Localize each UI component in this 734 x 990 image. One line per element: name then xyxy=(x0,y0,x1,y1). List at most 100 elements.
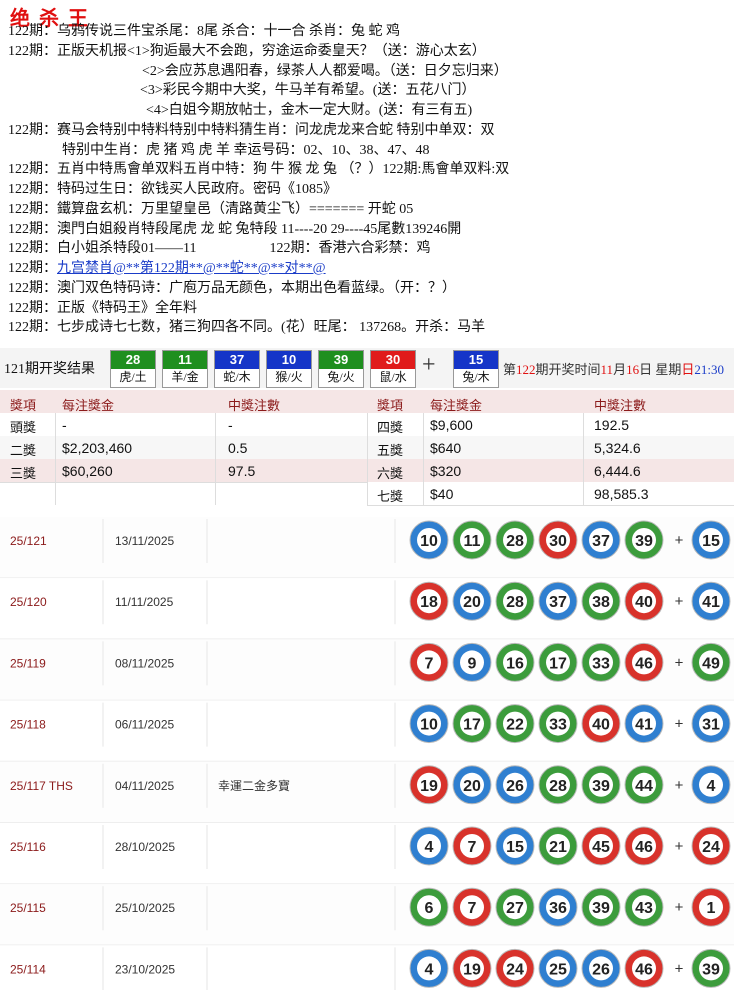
draw-id: 25/121 xyxy=(10,534,47,548)
ball-number: 28 xyxy=(111,351,155,369)
page-title: 绝 杀 王 xyxy=(10,8,90,30)
ball-number: 46 xyxy=(635,961,653,978)
ball-number: 39 xyxy=(702,961,720,978)
ball-face xyxy=(503,650,527,675)
text-line: 122期：鐵算盘玄机：万里望皇邑（清路黄尘飞）======= 开蛇 05 xyxy=(8,201,413,219)
draw-date: 28/10/2025 xyxy=(115,840,175,854)
table-cell: 98,585.3 xyxy=(594,486,649,502)
row-bg xyxy=(0,761,734,823)
ball-face xyxy=(546,834,570,858)
result-ball: 39 兔/火 xyxy=(318,350,364,388)
ball-face xyxy=(632,895,656,920)
ball-face xyxy=(632,772,656,797)
ball-number: 10 xyxy=(267,351,311,369)
ball-number: 4 xyxy=(425,961,434,978)
column-divider xyxy=(583,413,584,505)
link[interactable]: 九宫禁肖@**第122期**@**蛇**@**对**@ xyxy=(57,261,326,276)
draw-date: 23/10/2025 xyxy=(115,962,175,976)
table-header: 每注獎金 xyxy=(62,398,115,413)
table-cell: 0.5 xyxy=(228,440,248,456)
ball-face xyxy=(632,834,656,858)
ball-number: 26 xyxy=(592,961,610,978)
ball-number: 36 xyxy=(549,900,567,917)
draw-note: 幸運二金多寶 xyxy=(218,778,290,793)
ball-face xyxy=(503,895,527,920)
table-header: 中獎注數 xyxy=(594,398,647,413)
draw-schedule: 第122期开奖时间11月16日 星期日21:30 xyxy=(503,359,724,378)
ball-number: 7 xyxy=(425,655,434,672)
ball-number: 46 xyxy=(635,655,653,672)
table-cell: - xyxy=(62,417,67,433)
ball-number: 39 xyxy=(319,351,363,369)
result-ball: 10 猴/火 xyxy=(266,350,312,388)
table-cell: 五獎 xyxy=(377,443,404,458)
text-segment: 122期： xyxy=(8,261,57,276)
row-bg xyxy=(0,517,734,579)
ball-face xyxy=(417,711,441,736)
schedule-part: 日 xyxy=(681,362,695,377)
table-header: 獎項 xyxy=(10,398,37,413)
table-cell: 六獎 xyxy=(377,466,404,481)
table-header: 每注獎金 xyxy=(430,398,483,413)
text-line: <4>白姐今期放帖士，金木一定大财。(送：有三有五) xyxy=(146,102,472,120)
ball-face xyxy=(589,711,613,736)
ball-face xyxy=(699,834,723,858)
column-divider xyxy=(423,413,424,505)
ball-face xyxy=(699,956,723,981)
ball-face xyxy=(460,711,484,736)
ball-face xyxy=(503,834,527,858)
plus: + xyxy=(422,352,436,378)
ball-number: 20 xyxy=(463,778,481,795)
ball-number: 39 xyxy=(635,533,653,550)
ball-number: 39 xyxy=(592,778,610,795)
ball-face xyxy=(546,589,570,614)
ball-face xyxy=(503,956,527,981)
ball-face xyxy=(417,528,441,552)
schedule-part: 期开奖时间 xyxy=(535,362,601,377)
text-line: 122期：白小姐杀特段01——11 122期：香港六合彩禁：鸡 xyxy=(8,240,430,258)
ball-number: 30 xyxy=(371,351,415,369)
ball-number: 25 xyxy=(549,961,567,978)
text-line: 122期：正版天机报<1>狗逅最大不会跑，穷途运命委皇天？（送：游心太玄） xyxy=(8,43,486,61)
ball-number: 38 xyxy=(592,594,610,611)
draw-id: 25/116 xyxy=(10,840,46,854)
column-divider xyxy=(215,413,216,505)
draw-date: 08/11/2025 xyxy=(115,656,174,670)
ball-number: 24 xyxy=(506,961,524,978)
plus: + xyxy=(675,654,684,671)
ball-number: 4 xyxy=(707,778,716,795)
ball-zodiac: 羊/金 xyxy=(171,370,199,384)
table-cell: $640 xyxy=(430,440,462,456)
ball-face xyxy=(546,711,570,736)
text-segment: 122期：特码过生日：欲钱买人民政府。密码《1085》 xyxy=(8,182,337,197)
ball-face xyxy=(589,650,613,675)
ball-number: 33 xyxy=(549,717,567,734)
text-segment: 特别中生肖：虎 猪 鸡 虎 羊 幸运号码：02、10、38、47、48 xyxy=(62,142,430,158)
ball-face xyxy=(632,528,656,552)
ball-zodiac: 兔/木 xyxy=(462,370,490,384)
ball-number: 37 xyxy=(592,533,610,550)
ball-number: 19 xyxy=(463,961,481,978)
plus: + xyxy=(675,532,684,549)
table-row xyxy=(367,482,734,506)
draw-date: 25/10/2025 xyxy=(115,901,175,915)
ball-face xyxy=(417,772,441,797)
text-line: 122期：特码过生日：欲钱买人民政府。密码《1085》 xyxy=(8,181,337,199)
row-bg xyxy=(0,945,734,990)
ball-number: 49 xyxy=(702,655,720,672)
row-bg xyxy=(0,884,734,946)
column-divider xyxy=(367,413,368,505)
text-segment: <4>白姐今期放帖士，金木一定大财。(送：有三有五) xyxy=(146,103,473,118)
ball-number: 37 xyxy=(215,351,259,369)
ball-face xyxy=(589,834,613,858)
text-line: 122期：正版《特码王》全年料 xyxy=(8,300,197,318)
ball-face xyxy=(417,895,441,920)
draw-date: 06/11/2025 xyxy=(115,718,174,732)
ball-zodiac: 兔/火 xyxy=(327,370,355,384)
ball-number: 28 xyxy=(549,778,567,795)
result-ball: 15 兔/木 xyxy=(453,350,499,388)
table-cell: 192.5 xyxy=(594,417,630,433)
ball-number: 40 xyxy=(635,594,653,611)
ball-face xyxy=(417,956,441,981)
ball-number: 39 xyxy=(592,900,610,917)
